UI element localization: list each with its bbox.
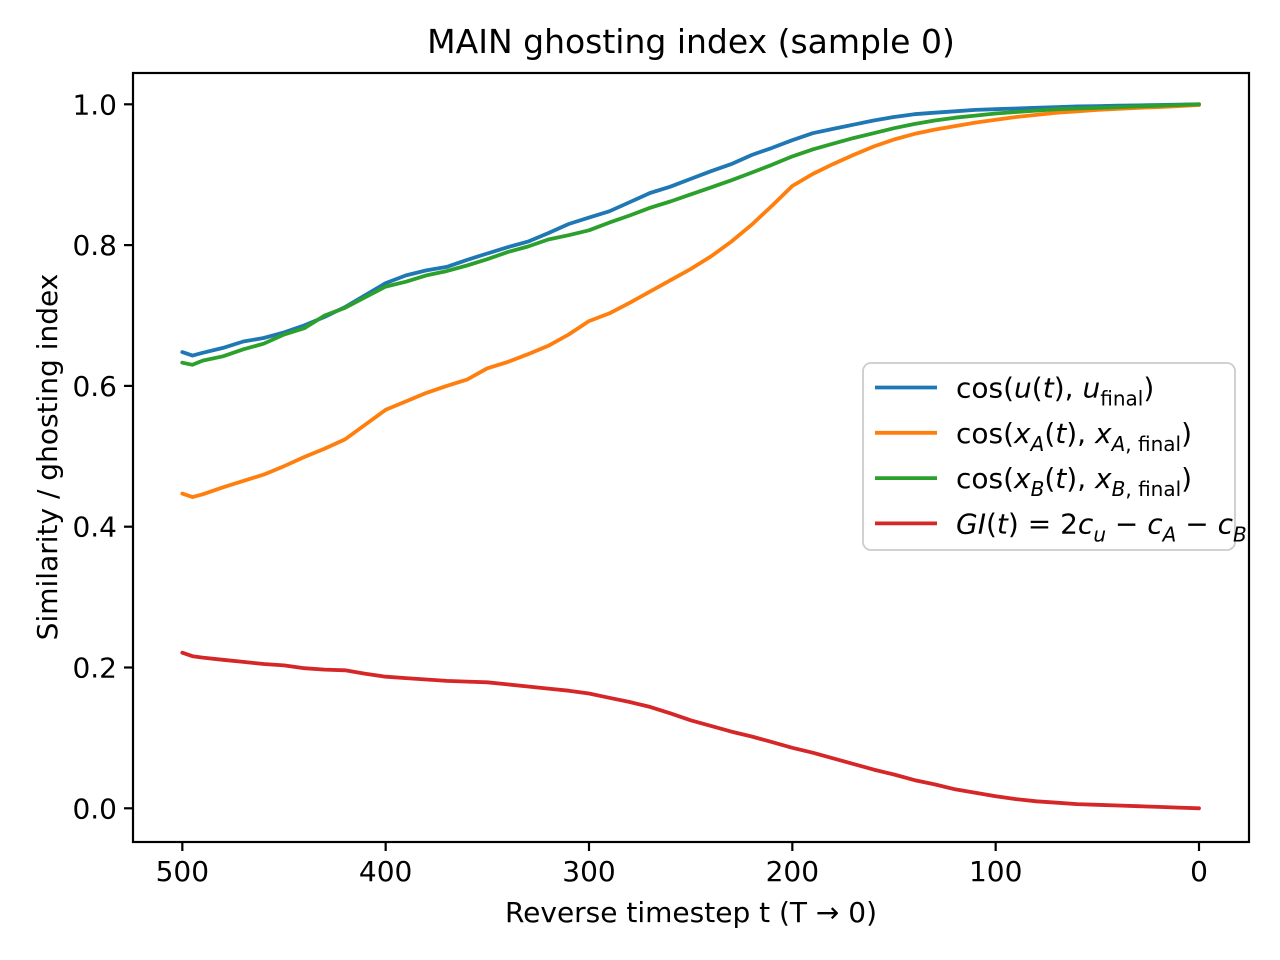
legend-label: cos(xB(t), xB, final): [956, 462, 1192, 501]
plot-line-3: [180, 650, 1201, 811]
plot-line-2: [180, 102, 1201, 367]
legend-label: cos(u(t), ufinal): [956, 372, 1154, 411]
x-tick-label: 100: [969, 855, 1022, 888]
y-tick-label: 0.0: [72, 792, 117, 825]
y-tick-label: 0.2: [72, 652, 117, 685]
x-tick-label: 0: [1190, 855, 1208, 888]
chart-title: MAIN ghosting index (sample 0): [427, 22, 955, 61]
plot-area-border: [131, 71, 1251, 844]
x-tick-label: 400: [359, 855, 412, 888]
legend-box: [862, 362, 1236, 551]
x-tick-label: 500: [156, 855, 209, 888]
x-tick-label: 300: [562, 855, 615, 888]
y-tick-label: 0.8: [72, 229, 117, 262]
plot-line-1: [180, 103, 1201, 500]
legend-label: cos(xA(t), xA, final): [956, 417, 1192, 456]
plot-line-0: [180, 102, 1201, 358]
x-axis-label: Reverse timestep t (T → 0): [505, 896, 877, 929]
x-axis-ticks: 500 400 300 200 100 0: [156, 842, 1208, 888]
legend-label: GI(t) = 2cu − cA − cB: [956, 507, 1247, 546]
y-axis-label: Similarity / ghosting index: [31, 274, 64, 641]
plot-lines: [180, 102, 1201, 811]
x-tick-label: 200: [766, 855, 819, 888]
y-tick-label: 1.0: [72, 88, 117, 121]
y-tick-label: 0.4: [72, 511, 117, 544]
y-axis-ticks: 0.0 0.2 0.4 0.6 0.8 1.0: [72, 88, 133, 825]
y-tick-label: 0.6: [72, 370, 117, 403]
legend: cos(u(t), ufinal) cos(xA(t), xA, final) co…: [862, 362, 1247, 551]
